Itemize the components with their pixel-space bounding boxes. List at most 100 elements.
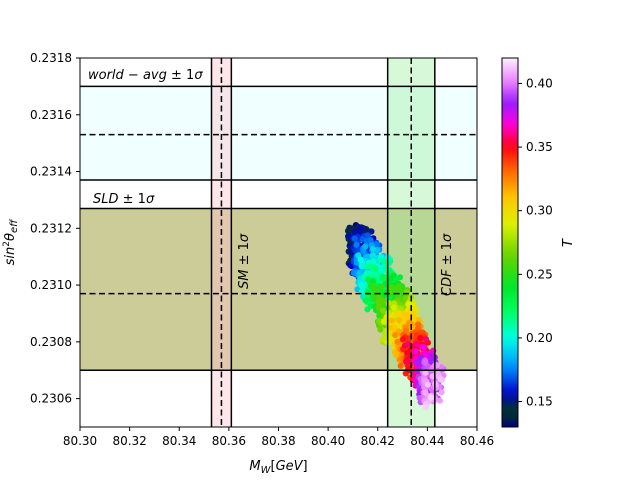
world-avg-label: world − avg ± 1σ (88, 68, 203, 83)
colorbar-tick-label: 0.15 (526, 395, 553, 409)
x-axis-label: MW[GeV] (249, 459, 307, 476)
scatter-point (368, 228, 375, 235)
scatter-point (373, 241, 380, 248)
y-tick-label: 0.2314 (30, 165, 72, 179)
scatter-point (438, 389, 445, 396)
scatter-point (379, 274, 386, 281)
x-tick-label: 80.42 (361, 434, 395, 448)
scatter-point (388, 284, 395, 291)
y-tick-label: 0.2310 (30, 278, 72, 292)
scatter-point (422, 359, 429, 366)
scatter-point (436, 397, 443, 404)
scatter-point (351, 235, 358, 242)
band-labels: world − avg ± 1σ SLD ± 1σ SM ± 1σ CDF ± 1σ (88, 68, 455, 296)
scatter-point (380, 307, 387, 314)
scatter-point (357, 269, 364, 276)
scatter-point (437, 376, 444, 383)
x-axis: 80.30 80.32 80.34 80.36 80.38 80.40 80.42 80.44… (63, 427, 494, 476)
scatter-point (351, 228, 359, 236)
scatter-point (405, 340, 412, 347)
scatter-point (422, 404, 429, 411)
scatter-point (353, 241, 360, 248)
y-axis: 0.2306 0.2308 0.2310 0.2312 0.2314 0.2316 0.23… (2, 51, 80, 406)
y-axis-label: sin2θeff (2, 218, 20, 265)
scatter-point (378, 283, 385, 290)
cdf-label: CDF ± 1σ (440, 233, 455, 296)
sld-label: SLD ± 1σ (93, 192, 155, 207)
scatter-point (428, 394, 435, 401)
scatter-point (369, 252, 376, 259)
scatter-point (362, 297, 369, 304)
scatter-point (381, 318, 388, 325)
scatter-point (388, 324, 395, 331)
scatter-point (358, 281, 365, 289)
y-tick-label: 0.2308 (30, 335, 72, 349)
scatter-point (364, 232, 371, 239)
scatter-point (362, 263, 370, 270)
scatter-point (356, 226, 363, 233)
y-tick-label: 0.2316 (30, 108, 72, 122)
scatter-point (419, 343, 426, 350)
scatter-point (394, 310, 401, 317)
scatter-point (412, 348, 419, 355)
colorbar-tick-label: 0.25 (526, 267, 553, 281)
scatter-point (394, 291, 402, 298)
scatter-point (424, 381, 431, 388)
scatter-point (357, 256, 364, 263)
scatter-point (396, 274, 404, 281)
x-tick-label: 80.34 (162, 434, 196, 448)
scatter-point (396, 317, 403, 324)
scatter-point (394, 338, 401, 345)
scatter-point (422, 389, 429, 396)
y-tick-label: 0.2312 (30, 221, 72, 235)
x-tick-label: 80.32 (112, 434, 146, 448)
scatter-point (392, 332, 399, 339)
colorbar-label: T (561, 238, 576, 247)
x-tick-label: 80.38 (261, 434, 295, 448)
scatter-point (417, 335, 424, 342)
scatter-point (367, 237, 374, 244)
x-tick-label: 80.36 (212, 434, 246, 448)
scatter-point (413, 340, 420, 348)
scatter-point (370, 278, 377, 285)
x-tick-label: 80.46 (460, 434, 494, 448)
colorbar-tick-label: 0.40 (526, 76, 553, 90)
x-tick-label: 80.44 (410, 434, 444, 448)
y-tick-label: 0.2306 (30, 392, 72, 406)
colorbar-tick-label: 0.30 (526, 204, 553, 218)
scatter-point (369, 245, 376, 253)
scatter-point (369, 282, 376, 290)
scatter-point (404, 349, 411, 356)
scatter-point (381, 258, 388, 265)
x-tick-label: 80.30 (63, 434, 97, 448)
colorbar-tick-label: 0.20 (526, 331, 553, 345)
scatter-point (422, 336, 430, 343)
scatter-point (403, 358, 410, 365)
scatter-point (393, 285, 400, 292)
colorbar: 0.15 0.20 0.25 0.30 0.35 0.40 T (501, 57, 576, 428)
scatter-point (371, 264, 378, 271)
band-lines (80, 58, 477, 427)
scatter-point (397, 362, 404, 369)
scatter-point (405, 301, 412, 308)
scatter-point (365, 276, 372, 283)
scatter-point (377, 326, 384, 333)
scatter-point (364, 289, 371, 296)
scatter-point (390, 272, 397, 279)
scatter-point (362, 243, 369, 250)
scatter-point (375, 302, 383, 309)
scatter-point (360, 248, 367, 255)
scatter-point (399, 336, 407, 343)
y-tick-label: 0.2318 (30, 51, 72, 65)
scatter-point (370, 258, 377, 265)
scatter-point (354, 286, 361, 293)
sm-label: SM ± 1σ (237, 233, 252, 289)
scatter-point (380, 297, 387, 304)
scatter-point (385, 300, 392, 307)
x-tick-label: 80.40 (311, 434, 345, 448)
scatter-point (388, 317, 395, 324)
colorbar-tick-label: 0.35 (526, 140, 553, 154)
scatter-point (422, 369, 429, 376)
